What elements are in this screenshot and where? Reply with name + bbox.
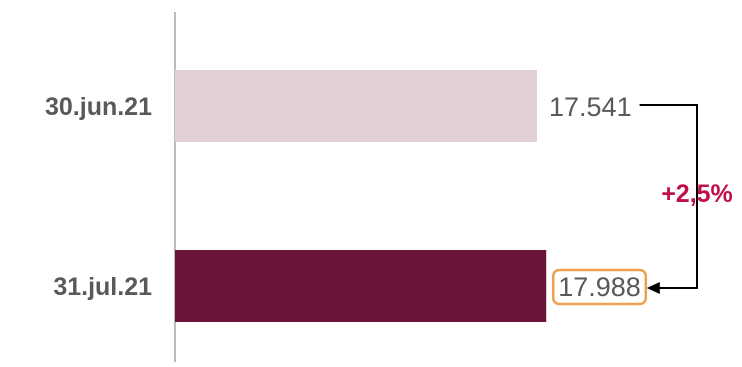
category-label-jul: 31.jul.21 [53,273,152,301]
arrowhead-icon [646,282,660,294]
bar-jun [175,70,537,142]
value-label-jul: 17.988 [558,272,641,302]
value-label-jun: 17.541 [549,92,632,122]
change-percent-label: +2,5% [661,180,733,208]
category-label-jun: 30.jun.21 [45,93,152,121]
bar-jul [175,250,547,322]
value-highlight-box [551,268,648,306]
change-bracket-arrow [639,104,698,289]
